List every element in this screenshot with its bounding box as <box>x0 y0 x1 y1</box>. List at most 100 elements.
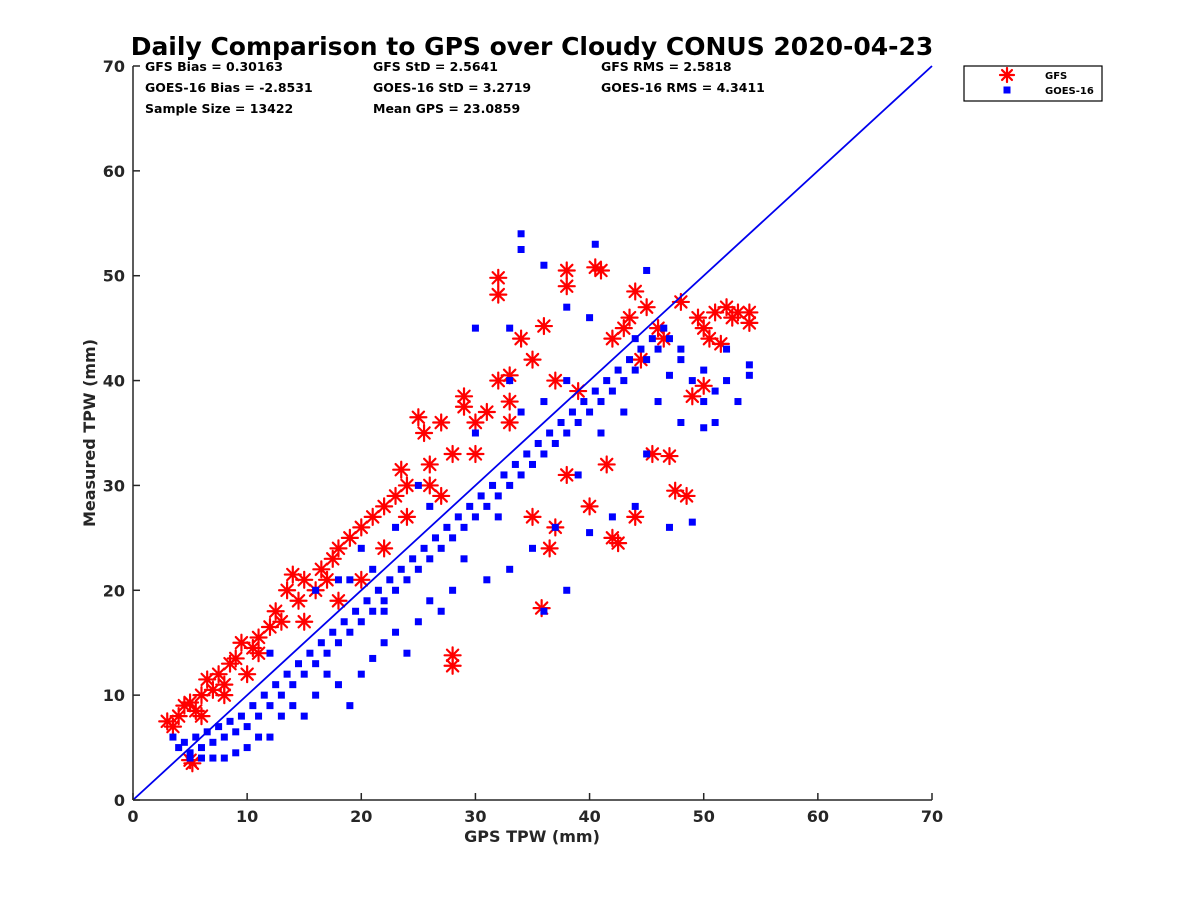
stat-sample-size: Sample Size = 13422 <box>145 101 293 116</box>
series-gfs <box>158 258 759 773</box>
gfs-point <box>443 656 462 675</box>
y-tick-label: 40 <box>103 372 125 391</box>
goes16-point <box>295 660 303 668</box>
goes16-point <box>483 576 491 584</box>
gfs-point <box>500 392 519 411</box>
goes16-point <box>329 628 337 636</box>
goes16-point <box>454 513 462 521</box>
series-goes16 <box>169 230 753 762</box>
goes16-point <box>580 398 588 406</box>
goes16-point <box>392 586 400 594</box>
goes16-point <box>386 576 394 584</box>
gfs-point <box>249 644 268 663</box>
goes16-point <box>277 691 285 699</box>
goes16-point <box>397 565 405 573</box>
chart-title: Daily Comparison to GPS over Cloudy CONU… <box>131 32 934 61</box>
gfs-point <box>432 486 451 506</box>
goes16-point <box>643 450 651 458</box>
gfs-point <box>295 570 314 589</box>
gfs-point <box>740 303 759 322</box>
goes16-point <box>665 523 673 531</box>
goes16-point <box>540 450 548 458</box>
goes16-point <box>357 670 365 678</box>
goes16-point <box>215 723 223 731</box>
gfs-point <box>591 261 611 280</box>
y-axis-label: Measured TPW (mm) <box>80 339 99 527</box>
goes16-point <box>306 649 314 657</box>
goes16-point <box>334 681 342 689</box>
gfs-point <box>392 460 411 479</box>
gfs-point <box>414 423 434 443</box>
goes16-point <box>614 366 622 374</box>
y-tick-label: 10 <box>103 686 125 705</box>
gfs-point <box>192 707 211 726</box>
goes16-point <box>380 607 388 615</box>
gfs-point <box>443 444 462 464</box>
gfs-point <box>238 665 257 684</box>
gfs-point <box>226 649 245 668</box>
goes16-point <box>500 471 508 479</box>
goes16-point <box>169 733 177 741</box>
goes16-point <box>323 649 331 657</box>
goes16-point <box>409 555 417 563</box>
goes16-point <box>403 649 411 657</box>
gfs-point <box>295 612 314 631</box>
y-tick-label: 60 <box>103 162 125 181</box>
goes16-point <box>574 471 582 479</box>
goes16-point <box>494 492 502 500</box>
goes16-point <box>700 398 708 406</box>
goes16-point <box>392 628 400 636</box>
stats-block: GFS Bias = 0.30163 GFS StD = 2.5641 GFS … <box>145 59 765 116</box>
gfs-point <box>637 298 656 317</box>
goes16-point <box>334 576 342 584</box>
gfs-point <box>523 350 542 369</box>
y-tick-label: 0 <box>114 791 125 810</box>
goes16-point <box>563 303 571 311</box>
x-tick-label: 30 <box>464 807 486 826</box>
goes16-point <box>586 529 594 537</box>
gfs-point <box>700 329 719 348</box>
gfs-point <box>477 402 496 422</box>
goes16-point <box>477 492 485 500</box>
gfs-point <box>597 455 616 474</box>
goes16-point <box>517 471 525 479</box>
goes16-point <box>631 502 639 510</box>
goes16-point <box>711 419 719 427</box>
gfs-point <box>603 528 622 547</box>
gfs-point <box>603 329 622 348</box>
goes16-point <box>506 565 514 573</box>
goes16-point <box>529 460 536 468</box>
goes16-point <box>523 450 531 458</box>
goes16-point <box>643 266 651 274</box>
goes16-point <box>312 691 320 699</box>
x-tick-label: 60 <box>807 807 829 826</box>
stat-gfs-std: GFS StD = 2.5641 <box>373 59 498 74</box>
x-tick-label: 10 <box>236 807 258 826</box>
goes16-point <box>346 628 354 636</box>
goes16-point <box>414 481 422 489</box>
gfs-point <box>694 319 713 338</box>
goes16-point <box>688 518 696 526</box>
gfs-point <box>740 313 759 332</box>
stat-mean-gps: Mean GPS = 23.0859 <box>373 101 520 116</box>
goes16-point <box>312 660 320 668</box>
goes16-point <box>563 429 571 437</box>
gfs-point <box>386 486 405 506</box>
goes16-point <box>563 377 571 385</box>
goes16-point <box>626 356 634 364</box>
gfs-point <box>363 507 382 526</box>
goes16-point <box>677 345 685 353</box>
goes16-point <box>197 754 205 762</box>
gfs-point <box>397 507 417 526</box>
gfs-point <box>352 518 371 537</box>
goes16-point <box>540 607 548 615</box>
gfs-point <box>626 282 645 301</box>
y-tick-label: 50 <box>103 267 125 286</box>
goes16-point <box>192 733 200 741</box>
goes16-point <box>346 702 354 710</box>
goes16-point <box>591 387 599 395</box>
goes16-point <box>654 398 662 406</box>
x-tick-label: 20 <box>350 807 372 826</box>
goes16-point <box>197 744 205 752</box>
